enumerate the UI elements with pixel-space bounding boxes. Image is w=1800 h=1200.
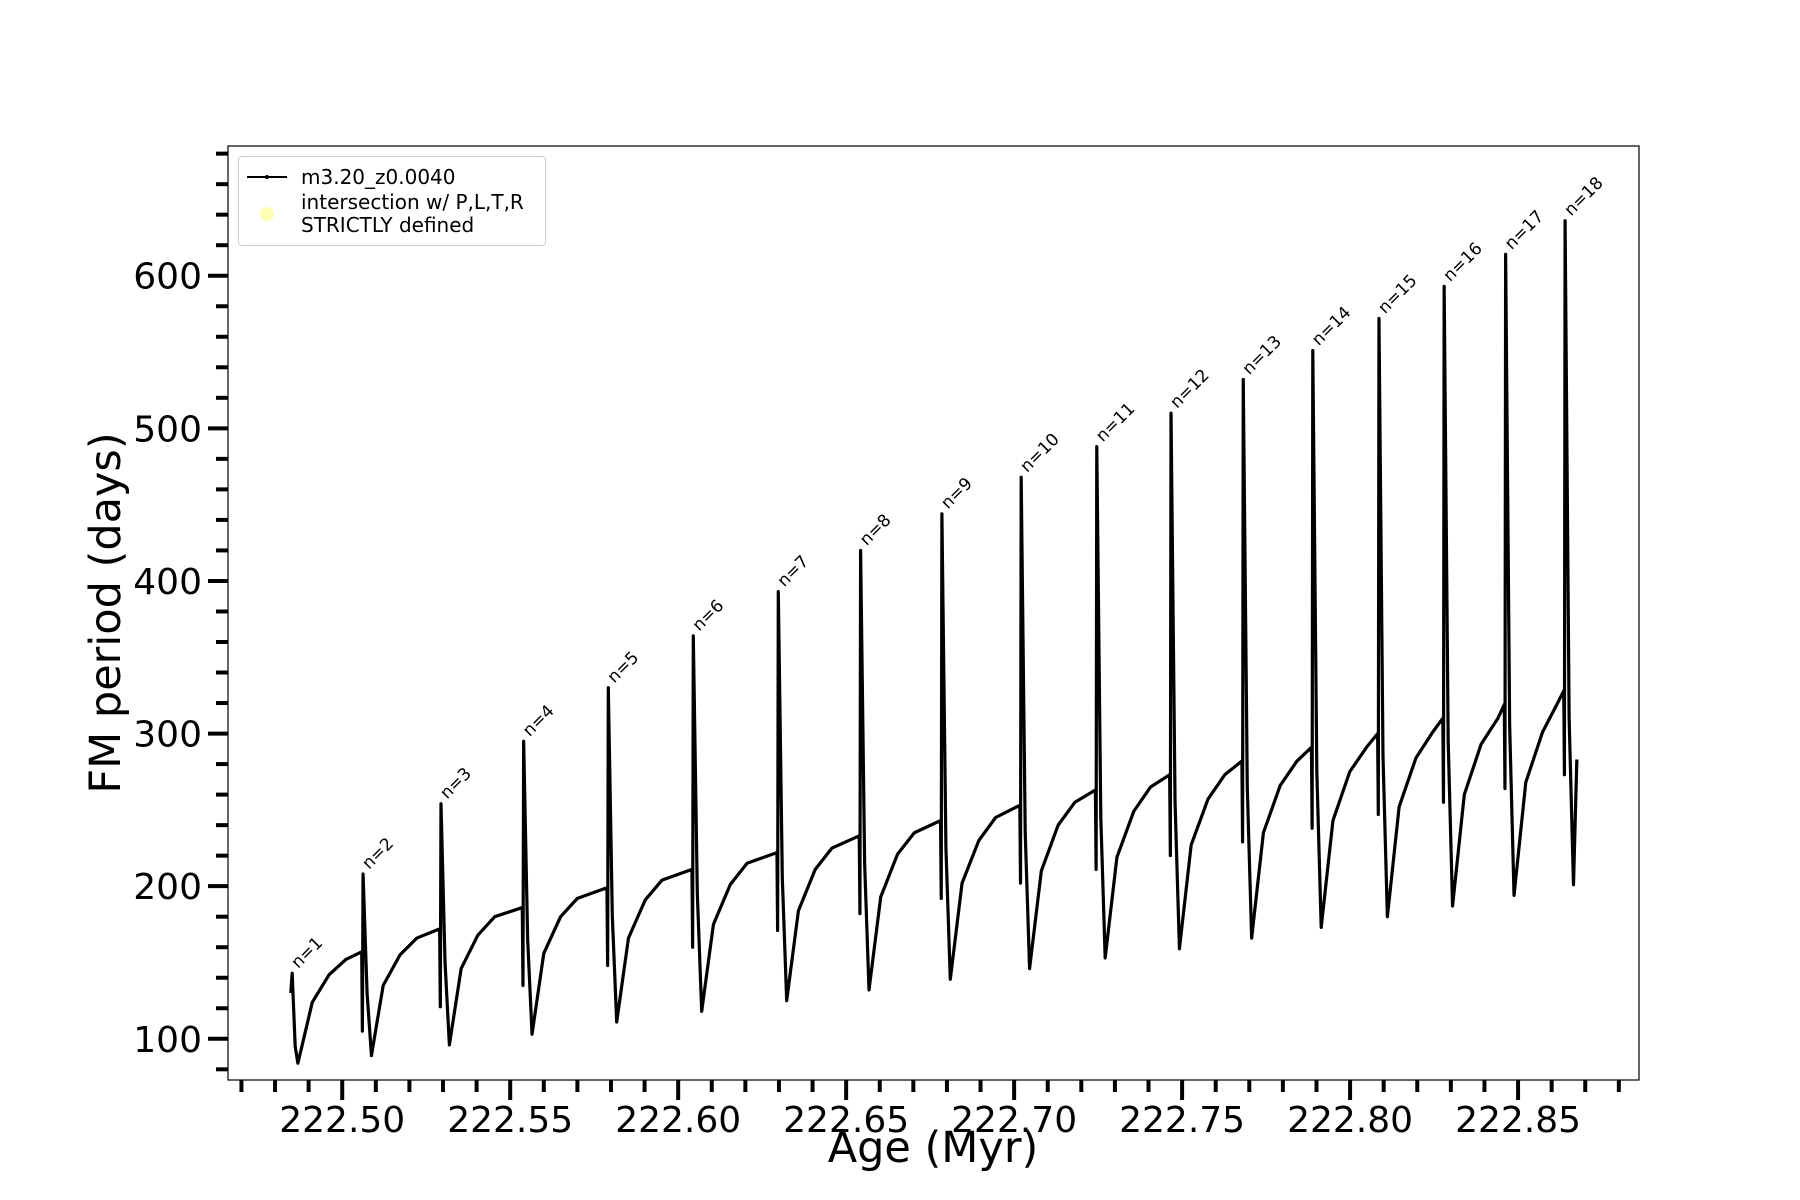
annotation: n=17 <box>1501 207 1548 254</box>
y-tick-label: 200 <box>133 867 202 908</box>
x-tick-label: 222.75 <box>1119 1100 1245 1141</box>
annotation: n=9 <box>937 474 976 513</box>
annotation: n=5 <box>604 648 643 687</box>
x-tick-label: 222.80 <box>1287 1100 1413 1141</box>
legend-label: intersection w/ P,L,T,R STRICTLY defined <box>301 190 524 237</box>
legend-scatter-symbol <box>260 207 274 221</box>
annotation: n=8 <box>856 510 895 549</box>
legend-entry: m3.20_z0.0040 <box>239 165 545 189</box>
x-tick-label: 222.85 <box>1455 1100 1581 1141</box>
annotation: n=16 <box>1440 239 1487 286</box>
x-tick-label: 222.65 <box>783 1100 909 1141</box>
annotation: n=15 <box>1374 271 1421 318</box>
annotation: n=2 <box>358 834 397 873</box>
series-line <box>289 219 1579 1065</box>
y-tick-label: 600 <box>133 257 202 298</box>
y-tick-label: 500 <box>133 409 202 450</box>
annotation: n=14 <box>1308 303 1355 350</box>
legend-marker <box>260 207 274 221</box>
legend-label: m3.20_z0.0040 <box>301 164 456 189</box>
annotation: n=1 <box>288 933 327 972</box>
annotation: n=7 <box>774 552 813 591</box>
annotation: n=4 <box>519 701 558 740</box>
legend: m3.20_z0.0040 intersection w/ P,L,T,R ST… <box>238 156 546 246</box>
x-tick-label: 222.60 <box>615 1100 741 1141</box>
annotation: n=3 <box>436 764 475 803</box>
legend-marker <box>265 175 269 179</box>
annotation: n=18 <box>1560 173 1607 220</box>
x-tick-label: 222.70 <box>951 1100 1077 1141</box>
annotation: n=13 <box>1239 332 1286 379</box>
y-tick-label: 300 <box>133 715 202 756</box>
annotation: n=10 <box>1017 430 1064 477</box>
annotation: n=6 <box>689 596 728 635</box>
legend-line-symbol <box>247 175 287 179</box>
y-axis-label: FM period (days) <box>81 432 131 793</box>
x-axis-label: Age (Myr) <box>828 1123 1039 1173</box>
legend-entry: intersection w/ P,L,T,R STRICTLY defined <box>239 191 545 237</box>
y-tick-label: 400 <box>133 562 202 603</box>
annotation: n=12 <box>1166 365 1213 412</box>
x-tick-label: 222.50 <box>279 1100 405 1141</box>
annotation: n=11 <box>1092 399 1139 446</box>
x-tick-label: 222.55 <box>447 1100 573 1141</box>
y-tick-label: 100 <box>133 1020 202 1061</box>
